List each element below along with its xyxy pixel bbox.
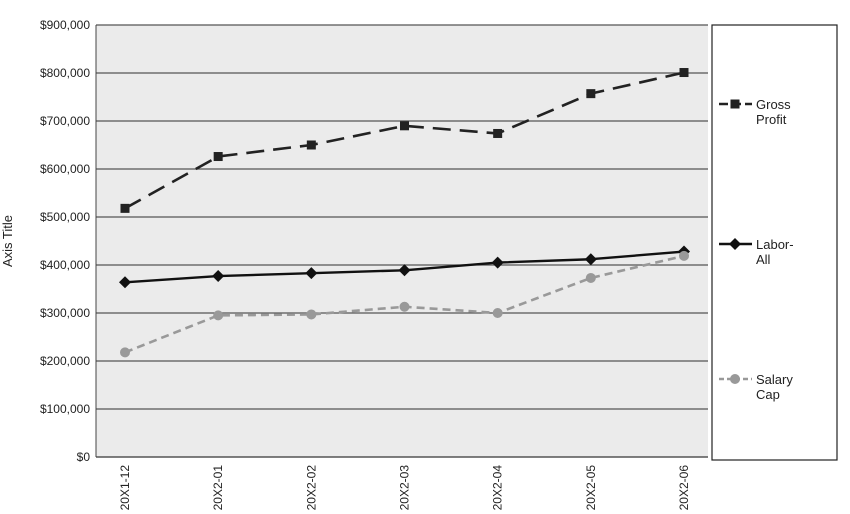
x-axis-ticks: 20X1-12 20X2-01 20X2-02 20X2-03 20X2-04 20X2-… — [118, 465, 691, 511]
y-tick-label: $400,000 — [40, 258, 90, 272]
data-point — [212, 270, 225, 283]
legend-label: Salary — [756, 372, 793, 387]
x-tick-label: 20X2-06 — [677, 465, 691, 511]
series-gross-profit — [120, 68, 689, 213]
legend-marker — [730, 99, 740, 109]
y-tick-label: $600,000 — [40, 162, 90, 176]
data-point — [492, 308, 503, 318]
y-tick-label: $300,000 — [40, 306, 90, 320]
plot-area — [96, 25, 708, 457]
legend-entry: Labor-All — [719, 237, 794, 267]
series-labor-all — [119, 245, 690, 289]
data-point — [120, 347, 130, 358]
data-point — [586, 89, 596, 99]
x-tick-label: 20X2-04 — [491, 465, 505, 511]
x-tick-label: 20X2-01 — [211, 465, 225, 511]
legend-label: Labor- — [756, 237, 794, 252]
legend-label: Cap — [756, 387, 780, 402]
data-point — [119, 276, 131, 289]
x-tick-label: 20X2-05 — [584, 465, 598, 511]
series — [119, 68, 690, 358]
x-tick-label: 20X2-03 — [398, 465, 412, 511]
data-point — [679, 250, 689, 261]
data-point — [399, 301, 410, 312]
y-tick-label: $500,000 — [40, 210, 90, 224]
legend-marker — [729, 238, 741, 250]
series-salary-cap — [120, 250, 689, 358]
data-point — [305, 267, 318, 280]
data-point — [306, 140, 316, 150]
data-point — [213, 152, 223, 162]
y-axis-title: Axis Title — [0, 215, 15, 267]
data-point — [584, 253, 597, 266]
legend-label: All — [756, 252, 771, 267]
data-point — [491, 256, 504, 269]
data-point — [398, 264, 411, 277]
x-tick-label: 20X2-02 — [304, 465, 318, 511]
legend-marker — [730, 374, 740, 384]
x-tick-label: 20X1-12 — [118, 465, 132, 511]
data-point — [493, 128, 503, 138]
y-tick-label: $800,000 — [40, 66, 90, 80]
legend-label: Gross — [756, 97, 791, 112]
data-point — [213, 310, 224, 321]
legend-label: Profit — [756, 112, 787, 127]
plot-background — [96, 25, 708, 457]
data-point — [306, 309, 317, 320]
y-tick-label: $200,000 — [40, 354, 90, 368]
y-tick-label: $900,000 — [40, 18, 90, 32]
data-point — [120, 203, 130, 213]
y-tick-label: $100,000 — [40, 402, 90, 416]
y-tick-label: $700,000 — [40, 114, 90, 128]
data-point — [679, 68, 689, 78]
y-tick-label: $0 — [77, 450, 91, 464]
y-axis-ticks: $0 $100,000 $200,000 $300,000 $400,000 $500,0… — [40, 18, 90, 464]
data-point — [400, 121, 409, 131]
data-point — [585, 272, 596, 283]
